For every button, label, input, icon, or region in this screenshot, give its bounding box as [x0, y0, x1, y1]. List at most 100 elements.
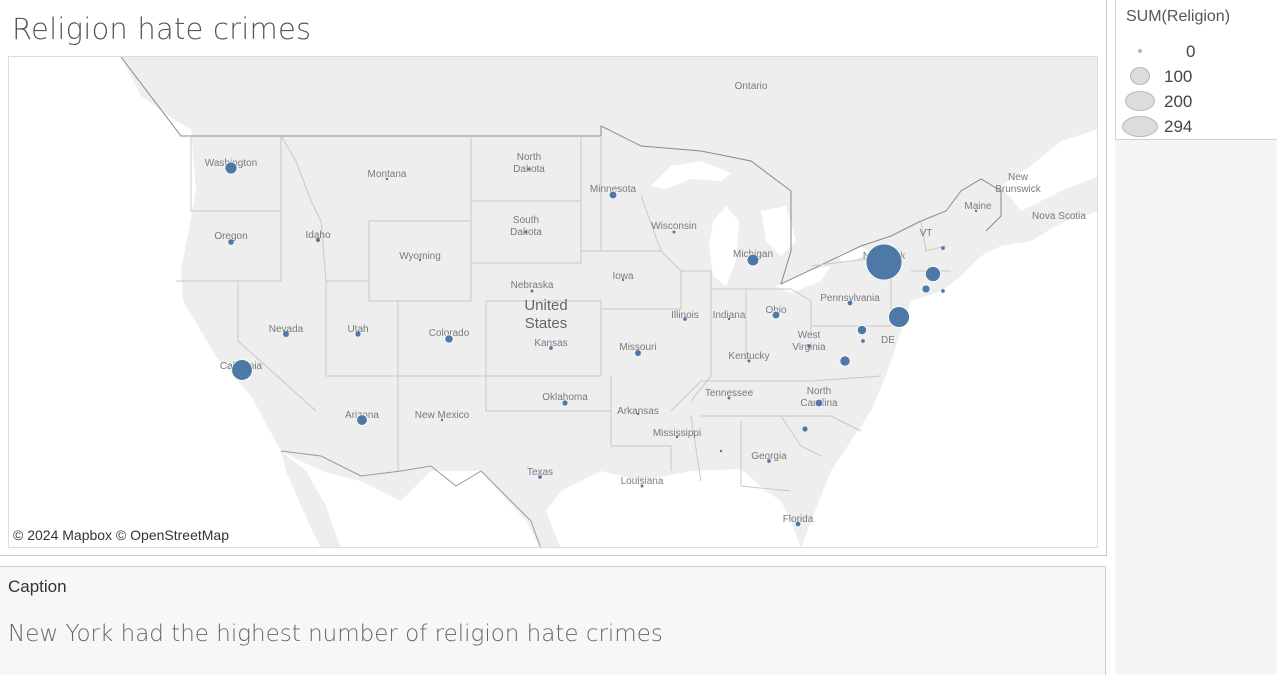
- lake-ontario: [836, 246, 871, 263]
- state-point-utah[interactable]: [355, 331, 361, 337]
- legend-title: SUM(Religion): [1126, 8, 1231, 25]
- state-borders: [176, 135, 951, 492]
- region-label: Pennsylvania: [820, 293, 880, 304]
- gulf-of-st-lawrence: [1001, 129, 1097, 211]
- region-label: Idaho: [305, 230, 330, 241]
- state-point-washington[interactable]: [224, 161, 238, 175]
- state-point-nevada[interactable]: [283, 331, 289, 337]
- state-point-maryland[interactable]: [856, 324, 868, 336]
- state-point-montana[interactable]: [385, 177, 389, 181]
- baja-california: [281, 451, 341, 547]
- state-point-iowa[interactable]: [621, 278, 625, 282]
- state-point-massachusetts[interactable]: [925, 266, 941, 282]
- us-canada-border: [120, 57, 1002, 285]
- region-label: Maine: [964, 201, 992, 212]
- state-point-kansas[interactable]: [549, 346, 553, 350]
- sheet-title: Religion hate crimes: [12, 12, 312, 46]
- state-point-mississippi[interactable]: [675, 435, 679, 439]
- region-label: Ontario: [735, 81, 768, 92]
- region-label: Iowa: [612, 271, 634, 282]
- state-point-florida[interactable]: [795, 521, 801, 527]
- state-point-illinois[interactable]: [683, 317, 687, 321]
- legend-label: 100: [1164, 67, 1193, 86]
- legend-size-swatch: [1122, 116, 1158, 137]
- state-point-colorado[interactable]: [444, 334, 454, 344]
- region-label: Nevada: [269, 324, 304, 335]
- state-point-louisiana[interactable]: [640, 484, 644, 488]
- legend-label: 0: [1186, 42, 1196, 61]
- worksheet-panel: Religion hate crimes: [0, 0, 1107, 556]
- state-point-wisconsin[interactable]: [672, 230, 676, 234]
- state-point-oklahoma[interactable]: [562, 400, 568, 406]
- region-label: Montana: [368, 169, 407, 180]
- state-point-minnesota[interactable]: [608, 190, 618, 200]
- legend-row[interactable]: 0: [1116, 40, 1276, 64]
- region-label: Louisiana: [621, 476, 664, 487]
- caption-text: New York had the highest number of relig…: [8, 621, 663, 647]
- region-label: Oklahoma: [542, 392, 588, 403]
- state-point-south-dakota[interactable]: [524, 230, 528, 234]
- country-label: States: [525, 315, 568, 332]
- state-point-delaware[interactable]: [861, 339, 865, 343]
- legend-label: 200: [1164, 92, 1193, 111]
- legend-row[interactable]: 100: [1116, 65, 1276, 89]
- legend-row[interactable]: 200: [1116, 90, 1276, 114]
- state-point-new-mexico[interactable]: [440, 418, 444, 422]
- region-label: North: [517, 152, 541, 163]
- legend-row[interactable]: 294: [1116, 115, 1276, 139]
- state-point-alabama[interactable]: [719, 449, 723, 453]
- region-label: DE: [881, 335, 895, 346]
- state-point-ohio[interactable]: [771, 310, 781, 320]
- legend-label: 294: [1164, 117, 1193, 136]
- atlantic-ocean: [801, 211, 1097, 547]
- state-point-rhode-island[interactable]: [941, 289, 945, 293]
- region-label: Utah: [347, 324, 368, 335]
- state-point-oregon[interactable]: [228, 239, 234, 245]
- size-legend: SUM(Religion) 0 100 200 294: [1115, 0, 1277, 140]
- state-point-north-carolina[interactable]: [814, 398, 824, 408]
- state-point-nebraska[interactable]: [530, 289, 534, 293]
- region-label: New: [1008, 172, 1029, 183]
- legend-size-swatch: [1125, 91, 1155, 111]
- state-point-north-dakota[interactable]: [527, 167, 531, 171]
- state-point-south-carolina[interactable]: [802, 426, 808, 432]
- legend-size-swatch: [1138, 49, 1142, 53]
- lake-superior: [651, 161, 731, 189]
- region-label: Nova Scotia: [1032, 211, 1086, 222]
- state-point-missouri[interactable]: [635, 350, 641, 356]
- state-point-california[interactable]: [231, 359, 253, 381]
- state-point-pennsylvania[interactable]: [847, 300, 853, 306]
- lake-huron: [761, 206, 796, 256]
- state-point-indiana[interactable]: [727, 317, 731, 321]
- state-point-idaho[interactable]: [315, 237, 321, 243]
- region-label: Mississippi: [653, 428, 701, 439]
- state-point-new-hampshire[interactable]: [941, 246, 945, 250]
- state-point-texas[interactable]: [538, 475, 542, 479]
- state-point-west-virginia[interactable]: [807, 344, 811, 348]
- region-label: Wisconsin: [651, 221, 697, 232]
- state-point-kentucky[interactable]: [747, 359, 751, 363]
- state-point-new-york[interactable]: [865, 243, 903, 281]
- map-attribution[interactable]: © 2024 Mapbox © OpenStreetMap: [13, 527, 229, 543]
- region-label: Colorado: [429, 328, 470, 339]
- state-point-new-jersey[interactable]: [888, 306, 910, 328]
- state-point-michigan[interactable]: [746, 253, 760, 267]
- region-label: Brunswick: [995, 184, 1042, 195]
- region-label: Illinois: [671, 310, 699, 321]
- state-point-connecticut[interactable]: [921, 284, 931, 294]
- state-point-arizona[interactable]: [356, 414, 368, 426]
- state-point-virginia[interactable]: [839, 355, 851, 367]
- lake-michigan: [709, 206, 739, 286]
- region-label: West: [798, 330, 821, 341]
- legend-panel-background: [1115, 140, 1277, 675]
- gulf-of-mexico: [546, 469, 801, 547]
- state-point-maine[interactable]: [974, 209, 978, 213]
- lake-erie: [776, 266, 831, 293]
- state-point-georgia[interactable]: [767, 459, 771, 463]
- state-point-tennessee[interactable]: [727, 396, 731, 400]
- caption-panel: Caption New York had the highest number …: [0, 566, 1106, 675]
- state-point-arkansas[interactable]: [636, 412, 640, 416]
- state-point-wyoming[interactable]: [418, 258, 422, 262]
